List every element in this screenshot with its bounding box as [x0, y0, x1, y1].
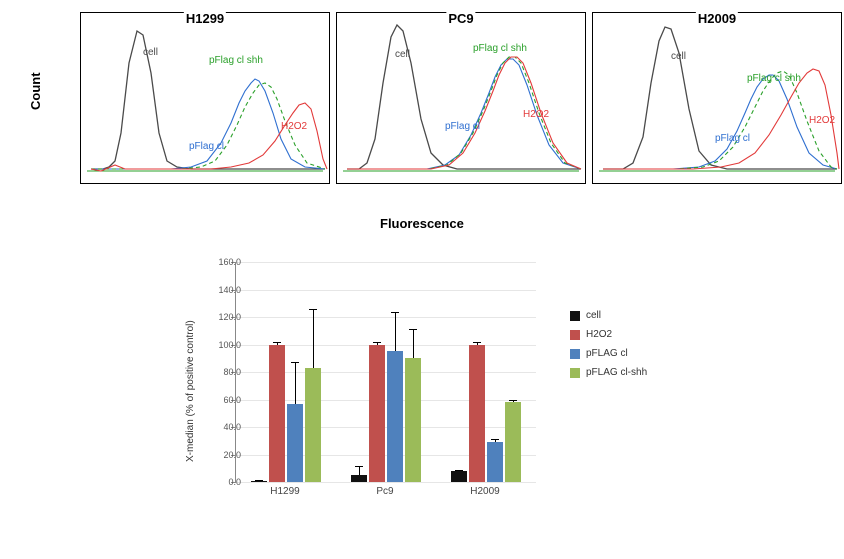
error-cap: [291, 362, 299, 363]
y-tick-label: 60.0: [201, 395, 241, 405]
error-cap: [455, 470, 463, 471]
histogram-panel-h1299: H1299 cell pFlag cl shh H2O2 pFlag cl: [80, 12, 330, 184]
grid-line: [236, 317, 536, 318]
bar-pflag_cl_shh: [405, 358, 421, 482]
hist-curve-h2o2: [603, 69, 839, 169]
x-category-label: Pc9: [376, 486, 393, 497]
hist-curve-cell: [603, 27, 837, 169]
hist-curve-pflag_cl: [603, 75, 837, 169]
error-cap: [473, 342, 481, 343]
legend-label: H2O2: [586, 329, 612, 340]
y-tick-label: 0.0: [201, 477, 241, 487]
x-axis-label-fluorescence: Fluorescence: [380, 216, 464, 231]
legend-item-pflag_cl: pFLAG cl: [570, 348, 647, 359]
bar-h2o2: [269, 345, 285, 483]
panel-title: PC9: [446, 11, 475, 26]
error-bar: [395, 312, 396, 352]
legend-label: pFLAG cl-shh: [586, 367, 647, 378]
y-axis-label-count: Count: [28, 72, 43, 110]
y-tick-label: 80.0: [201, 367, 241, 377]
error-cap: [355, 466, 363, 467]
y-tick-label: 20.0: [201, 450, 241, 460]
legend-item-pflag_cl_shh: pFLAG cl-shh: [570, 367, 647, 378]
legend-item-h2o2: H2O2: [570, 329, 647, 340]
histogram-panel-pc9: PC9 cell pFlag cl shh H2O2 pFlag cl: [336, 12, 586, 184]
bar-pflag_cl: [387, 351, 403, 482]
error-cap: [509, 400, 517, 401]
hist-label-pflag_cl: pFlag cl: [715, 133, 750, 144]
panel-title: H2009: [696, 11, 738, 26]
bar-cell: [351, 475, 367, 482]
legend-swatch: [570, 349, 580, 359]
error-bar: [413, 329, 414, 358]
panel-title: H1299: [184, 11, 226, 26]
legend-swatch: [570, 368, 580, 378]
y-tick-label: 160.0: [201, 257, 241, 267]
hist-label-pflag_cl_shh: pFlag cl shh: [473, 43, 527, 54]
bar-chart-y-title: X-median (% of positive control): [185, 320, 196, 462]
histogram-panel-h2009: H2009 cell pFlag cl shh H2O2 pFlag cl: [592, 12, 842, 184]
y-tick-label: 40.0: [201, 422, 241, 432]
bar-pflag_cl: [487, 442, 503, 482]
hist-label-cell: cell: [143, 47, 158, 58]
bar-h2o2: [469, 345, 485, 483]
legend-item-cell: cell: [570, 310, 647, 321]
error-cap: [373, 342, 381, 343]
y-tick-label: 120.0: [201, 312, 241, 322]
hist-label-pflag_cl: pFlag cl: [189, 141, 224, 152]
y-tick-label: 140.0: [201, 285, 241, 295]
hist-label-pflag_cl: pFlag cl: [445, 121, 480, 132]
hist-label-pflag_cl_shh: pFlag cl shh: [747, 73, 801, 84]
hist-curve-pflag_cl_shh: [603, 71, 837, 169]
error-cap: [255, 480, 263, 481]
grid-line: [236, 290, 536, 291]
bar-pflag_cl_shh: [505, 402, 521, 482]
bar-h2o2: [369, 345, 385, 483]
x-category-label: H2009: [470, 486, 499, 497]
hist-label-h2o2: H2O2: [523, 109, 549, 120]
bar-chart: X-median (% of positive control) 0.0 20.0…: [185, 252, 545, 512]
legend-label: pFLAG cl: [586, 348, 628, 359]
grid-line: [236, 482, 536, 483]
hist-label-pflag_cl_shh: pFlag cl shh: [209, 55, 263, 66]
bar-cell: [451, 471, 467, 482]
error-cap: [309, 309, 317, 310]
bar-pflag_cl_shh: [305, 368, 321, 482]
hist-label-h2o2: H2O2: [281, 121, 307, 132]
error-bar: [359, 466, 360, 476]
bar-pflag_cl: [287, 404, 303, 482]
error-bar: [295, 362, 296, 403]
error-cap: [491, 439, 499, 440]
error-cap: [409, 329, 417, 330]
legend-swatch: [570, 311, 580, 321]
histogram-panels-row: H1299 cell pFlag cl shh H2O2 pFlag cl PC9 cell…: [80, 12, 842, 184]
y-tick-label: 100.0: [201, 340, 241, 350]
hist-label-cell: cell: [671, 51, 686, 62]
bar-chart-plot-area: [235, 262, 536, 483]
bar-chart-legend: cell H2O2 pFLAG cl pFLAG cl-shh: [570, 310, 647, 386]
error-cap: [273, 342, 281, 343]
hist-label-cell: cell: [395, 49, 410, 60]
grid-line: [236, 262, 536, 263]
x-category-label: H1299: [270, 486, 299, 497]
legend-swatch: [570, 330, 580, 340]
legend-label: cell: [586, 310, 601, 321]
hist-label-h2o2: H2O2: [809, 115, 835, 126]
error-cap: [391, 312, 399, 313]
error-bar: [313, 309, 314, 368]
